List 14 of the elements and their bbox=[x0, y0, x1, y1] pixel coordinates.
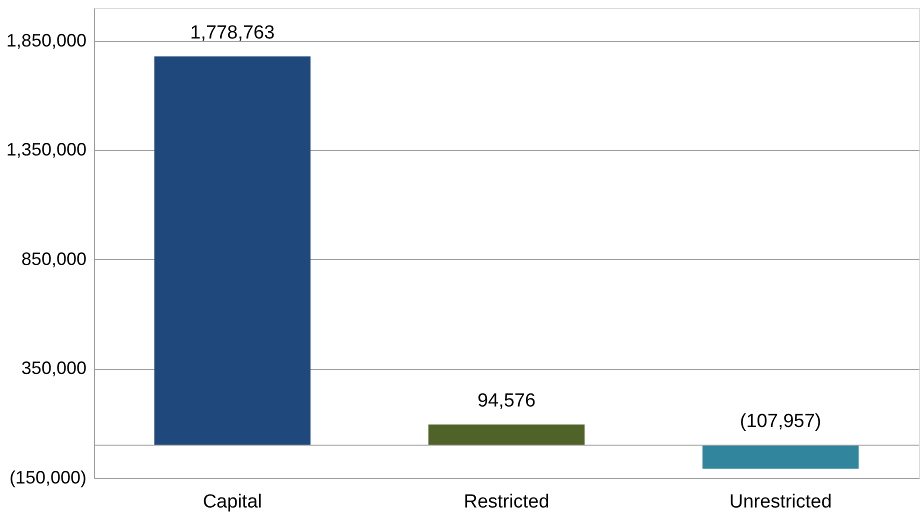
y-tick-label: (150,000) bbox=[9, 468, 86, 488]
data-label: (107,957) bbox=[740, 411, 822, 432]
bar bbox=[702, 445, 859, 469]
x-tick-label: Restricted bbox=[464, 492, 550, 512]
y-tick-label: 350,000 bbox=[21, 358, 86, 378]
x-tick-label: Unrestricted bbox=[729, 492, 832, 512]
x-tick-label: Capital bbox=[202, 492, 262, 512]
y-tick-label: 1,350,000 bbox=[6, 140, 86, 160]
bar bbox=[154, 56, 311, 446]
y-tick-label: 850,000 bbox=[21, 248, 86, 269]
bar bbox=[428, 424, 585, 446]
y-tick-label: 1,850,000 bbox=[6, 30, 86, 50]
data-label: 94,576 bbox=[477, 390, 536, 412]
data-label: 1,778,763 bbox=[190, 22, 275, 44]
